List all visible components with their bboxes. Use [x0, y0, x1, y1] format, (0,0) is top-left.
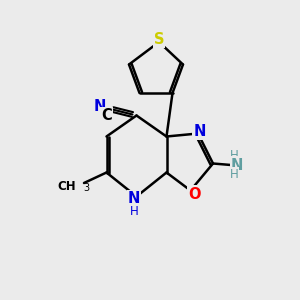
Text: H: H — [230, 148, 238, 162]
Text: 3: 3 — [83, 183, 89, 194]
Text: O: O — [188, 187, 200, 202]
Text: N: N — [231, 158, 243, 172]
Text: CH: CH — [57, 179, 76, 193]
Text: H: H — [230, 168, 238, 182]
Text: H: H — [130, 205, 139, 218]
Text: S: S — [154, 32, 164, 47]
Text: N: N — [94, 99, 106, 114]
Text: N: N — [128, 191, 140, 206]
Text: C: C — [101, 108, 112, 123]
Text: N: N — [193, 124, 206, 139]
